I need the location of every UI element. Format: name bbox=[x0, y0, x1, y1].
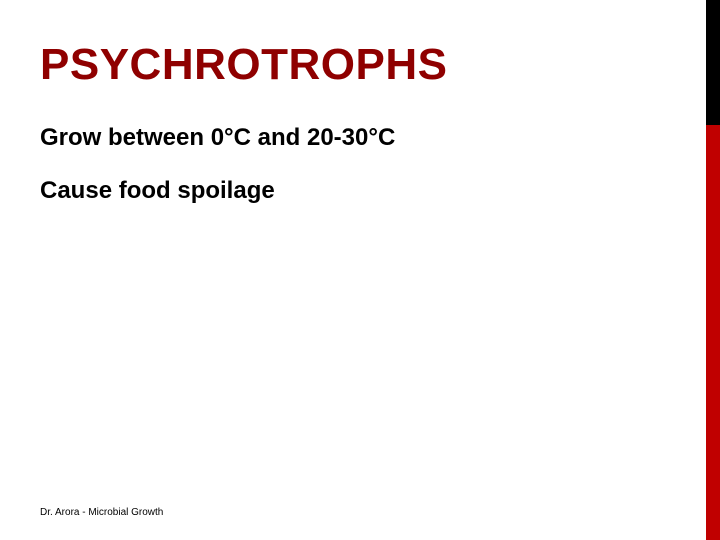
bullet-item: Cause food spoilage bbox=[40, 175, 680, 206]
accent-bar-bottom bbox=[706, 125, 720, 540]
slide-content: PSYCHROTROPHS Grow between 0°C and 20-30… bbox=[0, 0, 720, 206]
slide-footer: Dr. Arora - Microbial Growth bbox=[40, 507, 163, 518]
bullet-item: Grow between 0°C and 20-30°C bbox=[40, 122, 680, 153]
accent-bar-top bbox=[706, 0, 720, 125]
slide-title: PSYCHROTROPHS bbox=[40, 40, 680, 90]
accent-bar bbox=[706, 0, 720, 540]
